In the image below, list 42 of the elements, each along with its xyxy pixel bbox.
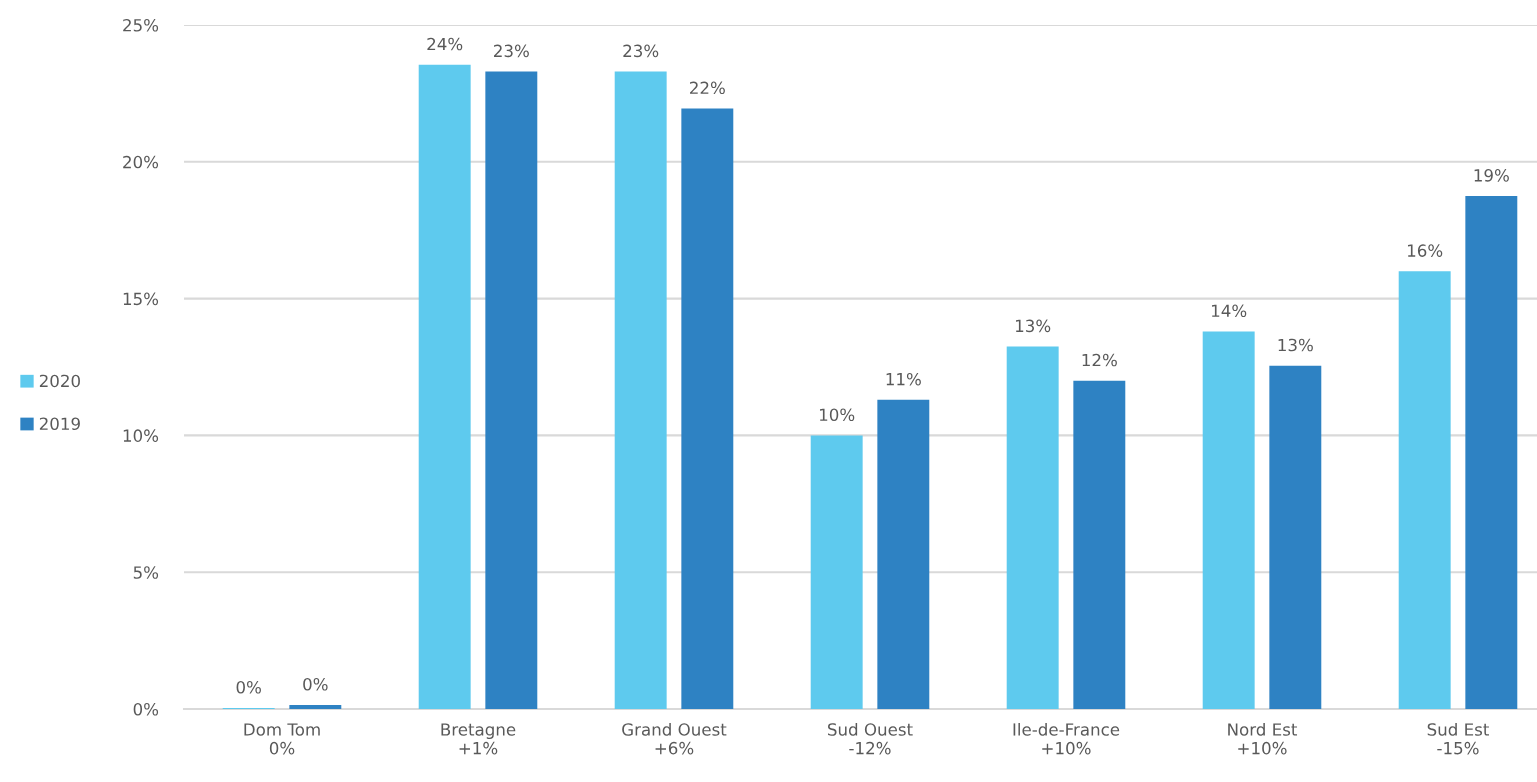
y-tick-label: 10%	[123, 429, 159, 442]
bar	[1398, 271, 1451, 709]
bar	[1073, 380, 1126, 709]
x-tick-label: Nord Est +10%	[1228, 722, 1298, 755]
x-tick-label: Dom Tom 0%	[244, 723, 320, 755]
x-tick-label: Bretagne +1%	[441, 723, 516, 755]
x-tick-label: Ile-de-France +10%	[1013, 722, 1120, 755]
data-label: 13%	[1278, 338, 1313, 352]
y-tick-label: 15%	[123, 292, 159, 306]
data-label: 22%	[690, 81, 725, 95]
data-label: 24%	[427, 37, 463, 51]
bar	[1202, 331, 1255, 709]
data-label: 16%	[1407, 244, 1443, 257]
data-label: 11%	[886, 372, 921, 386]
legend-label: 2019	[39, 417, 80, 431]
x-tick-label: Sud Est -15%	[1427, 722, 1489, 755]
data-label: 23%	[623, 44, 659, 58]
bar	[485, 71, 538, 709]
y-tick-label: 5%	[133, 566, 159, 579]
bar	[1465, 196, 1518, 709]
legend-label: 2020	[39, 374, 80, 388]
data-label: 10%	[819, 408, 855, 422]
data-label: 0%	[236, 680, 261, 694]
data-label: 19%	[1474, 169, 1509, 182]
data-label: 0%	[303, 677, 328, 691]
bar	[614, 71, 667, 709]
bar	[1269, 365, 1322, 709]
y-tick-label: 20%	[123, 155, 159, 169]
bar	[289, 704, 342, 709]
data-label: 13%	[1015, 319, 1051, 333]
y-tick-label: 25%	[123, 18, 159, 32]
data-label: 23%	[494, 44, 529, 58]
x-tick-label: Grand Ouest +6%	[622, 722, 727, 755]
data-label: 12%	[1082, 353, 1117, 367]
bar	[1006, 346, 1059, 709]
x-tick-label: Sud Ouest -12%	[828, 722, 913, 755]
data-label: 14%	[1211, 304, 1247, 318]
bar	[681, 108, 734, 709]
y-tick-label: 0%	[133, 702, 159, 716]
bar	[810, 435, 863, 709]
bar	[418, 64, 471, 709]
bar	[877, 399, 930, 709]
